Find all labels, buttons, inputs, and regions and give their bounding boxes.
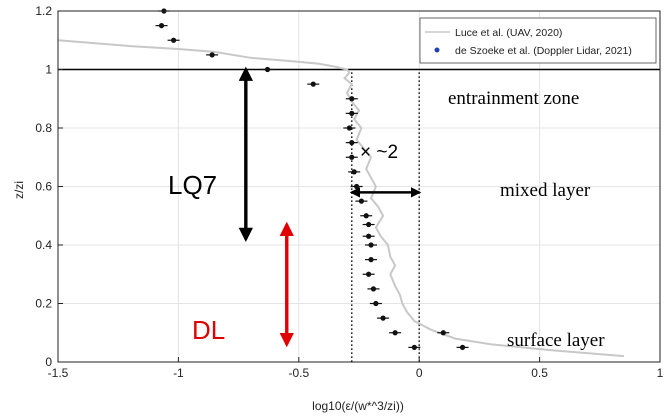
mixed-layer-label: mixed layer bbox=[500, 180, 591, 201]
x-tick-label-2: -0.5 bbox=[288, 366, 309, 380]
lidar-point-11 bbox=[351, 169, 357, 175]
lidar-point-20 bbox=[370, 286, 377, 292]
lidar-point-23 bbox=[392, 330, 398, 336]
entrainment-zone-label: entrainment zone bbox=[448, 88, 579, 109]
lidar-point-14 bbox=[363, 213, 369, 219]
y-tick-label-3: 0.6 bbox=[35, 180, 52, 194]
legend-swatch-lidar bbox=[434, 47, 440, 53]
y-tick-label-6: 1.2 bbox=[35, 4, 52, 18]
lidar-point-24 bbox=[411, 344, 417, 350]
y-tick-label-4: 0.8 bbox=[35, 121, 52, 135]
y-tick-label-1: 0.2 bbox=[35, 297, 52, 311]
legend: Luce et al. (UAV, 2020) de Szoeke et al.… bbox=[419, 17, 657, 64]
lidar-point-7 bbox=[349, 110, 355, 116]
x-tick-label-0: -1.5 bbox=[48, 366, 69, 380]
lidar-point-3 bbox=[209, 52, 215, 58]
uav-profile-line bbox=[57, 39, 624, 358]
lidar-point-10 bbox=[349, 154, 355, 160]
legend-box bbox=[419, 17, 657, 64]
lidar-point-2 bbox=[170, 37, 177, 43]
lidar-point-19 bbox=[366, 271, 372, 277]
doppler-lidar-series bbox=[155, 8, 469, 350]
x-tick-label-4: 0.5 bbox=[531, 366, 548, 380]
luce-uav-series bbox=[57, 39, 624, 358]
lidar-point-16 bbox=[366, 233, 372, 239]
legend-entry-lidar: de Szoeke et al. (Doppler Lidar, 2021) bbox=[455, 45, 632, 57]
x-axis-label: log10(ε/(w*^3/zi)) bbox=[312, 399, 404, 413]
lidar-point-5 bbox=[310, 81, 316, 87]
lidar-point-25 bbox=[440, 330, 446, 336]
lidar-point-26 bbox=[459, 344, 466, 350]
lidar-point-17 bbox=[368, 242, 374, 248]
y-tick-label-2: 0.4 bbox=[35, 238, 52, 252]
lidar-point-15 bbox=[366, 221, 372, 228]
lq7-label: LQ7 bbox=[168, 170, 217, 200]
lidar-point-21 bbox=[373, 300, 379, 307]
x-tick-label-1: -1 bbox=[173, 366, 184, 380]
dl-label: DL bbox=[192, 315, 225, 345]
lidar-point-22 bbox=[380, 315, 386, 321]
lidar-point-12 bbox=[353, 183, 360, 190]
factor-label: × ~2 bbox=[360, 142, 398, 163]
axis-ticks: -1.5 -1 -0.5 0 0.5 1 0 0.2 0.4 0.6 0.8 1 1.2 bbox=[35, 4, 663, 380]
reference-lines bbox=[58, 68, 660, 362]
lidar-point-6 bbox=[349, 96, 355, 102]
x-tick-label-3: 0 bbox=[416, 366, 423, 380]
lidar-point-4 bbox=[264, 66, 271, 73]
lidar-point-8 bbox=[346, 125, 352, 131]
y-axis-label: z/zi bbox=[12, 181, 26, 199]
arrows bbox=[238, 66, 422, 348]
legend-entry-uav: Luce et al. (UAV, 2020) bbox=[455, 27, 562, 39]
lidar-point-9 bbox=[349, 140, 355, 146]
lidar-point-18 bbox=[368, 257, 374, 263]
x-tick-label-5: 1 bbox=[657, 366, 664, 380]
lidar-point-13 bbox=[358, 198, 365, 204]
surface-layer-label: surface layer bbox=[507, 330, 605, 351]
lidar-point-1 bbox=[158, 23, 165, 29]
y-tick-label-0: 0 bbox=[45, 355, 52, 369]
y-tick-label-5: 1 bbox=[45, 63, 52, 77]
